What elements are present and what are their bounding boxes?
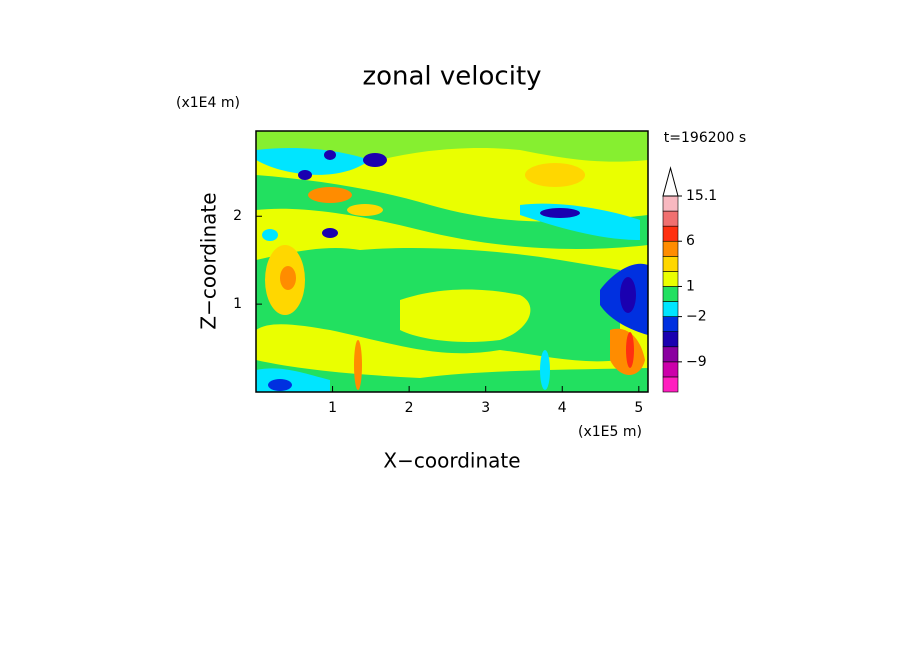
colorbar-extension [662,166,679,197]
colorbar-tick-label: 15.1 [686,188,717,204]
colorbar-bin [662,376,679,393]
colorbar-bin [662,225,679,242]
time-annotation: t=196200 s [664,130,746,146]
colorbar-bin [662,240,679,257]
x-tick-label: 4 [558,400,567,416]
x-tick-label: 3 [481,400,490,416]
colorbar-bin [662,271,679,287]
y-tick-label: 1 [233,296,242,312]
colorbar-bin [662,346,679,363]
colorbar-bin [662,361,679,378]
colorbar-bin [662,195,679,212]
colorbar-bin [662,316,679,332]
x-unit: (x1E5 m) [578,424,642,440]
colorbar-tick-label: −2 [686,309,707,325]
x-tick-label: 5 [634,400,643,416]
colorbar-bin [662,331,679,348]
colorbar-bin [662,301,679,317]
y-axis-label: Z−coordinate [197,192,221,329]
x-tick-label: 1 [328,400,337,416]
colorbar-tick-label: 1 [686,278,695,294]
x-tick-label: 2 [405,400,414,416]
colorbar-tick-label: 6 [686,233,695,249]
y-tick-label: 2 [233,208,242,224]
contour-field [256,131,648,392]
plot-frame [255,130,649,393]
y-unit: (x1E4 m) [176,95,240,111]
colorbar-bin [662,256,679,272]
colorbar-tick-label: −9 [686,354,707,370]
colorbar-bin [662,210,679,227]
chart-title: zonal velocity [362,62,541,92]
colorbar-bin [662,286,679,302]
x-axis-label: X−coordinate [383,449,520,473]
